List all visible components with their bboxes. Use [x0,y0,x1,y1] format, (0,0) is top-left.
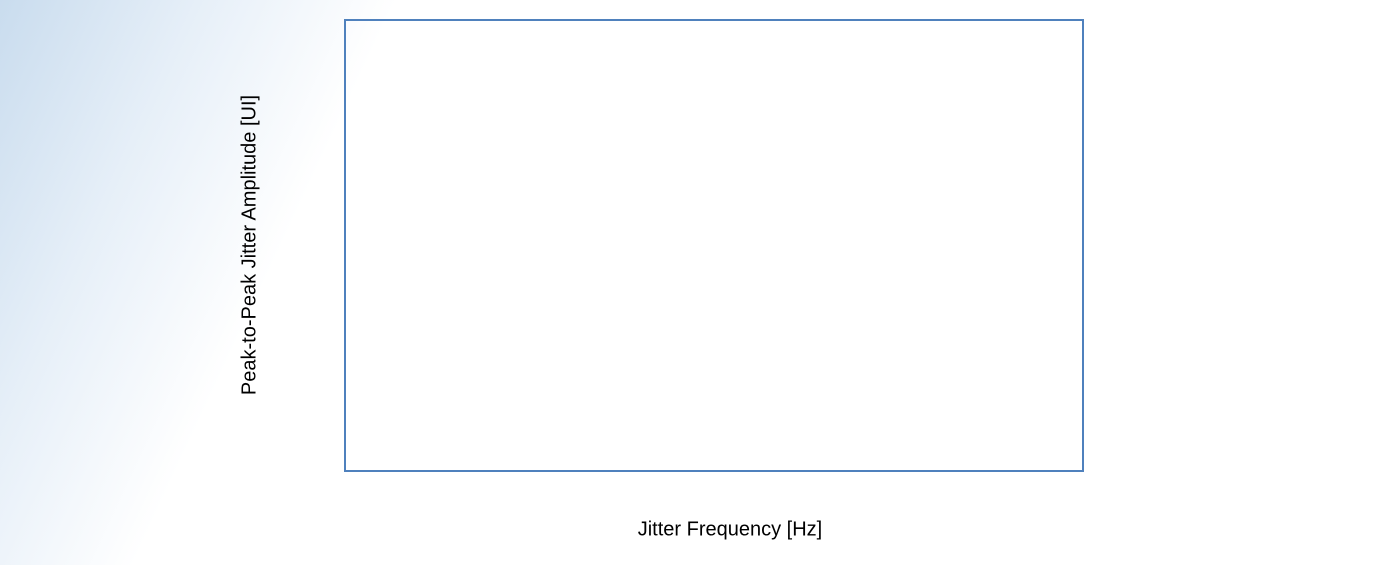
y-axis-label: Peak-to-Peak Jitter Amplitude [UI] [238,95,260,395]
plot-frame [344,19,1084,472]
x-axis-label: Jitter Frequency [Hz] [638,518,823,540]
